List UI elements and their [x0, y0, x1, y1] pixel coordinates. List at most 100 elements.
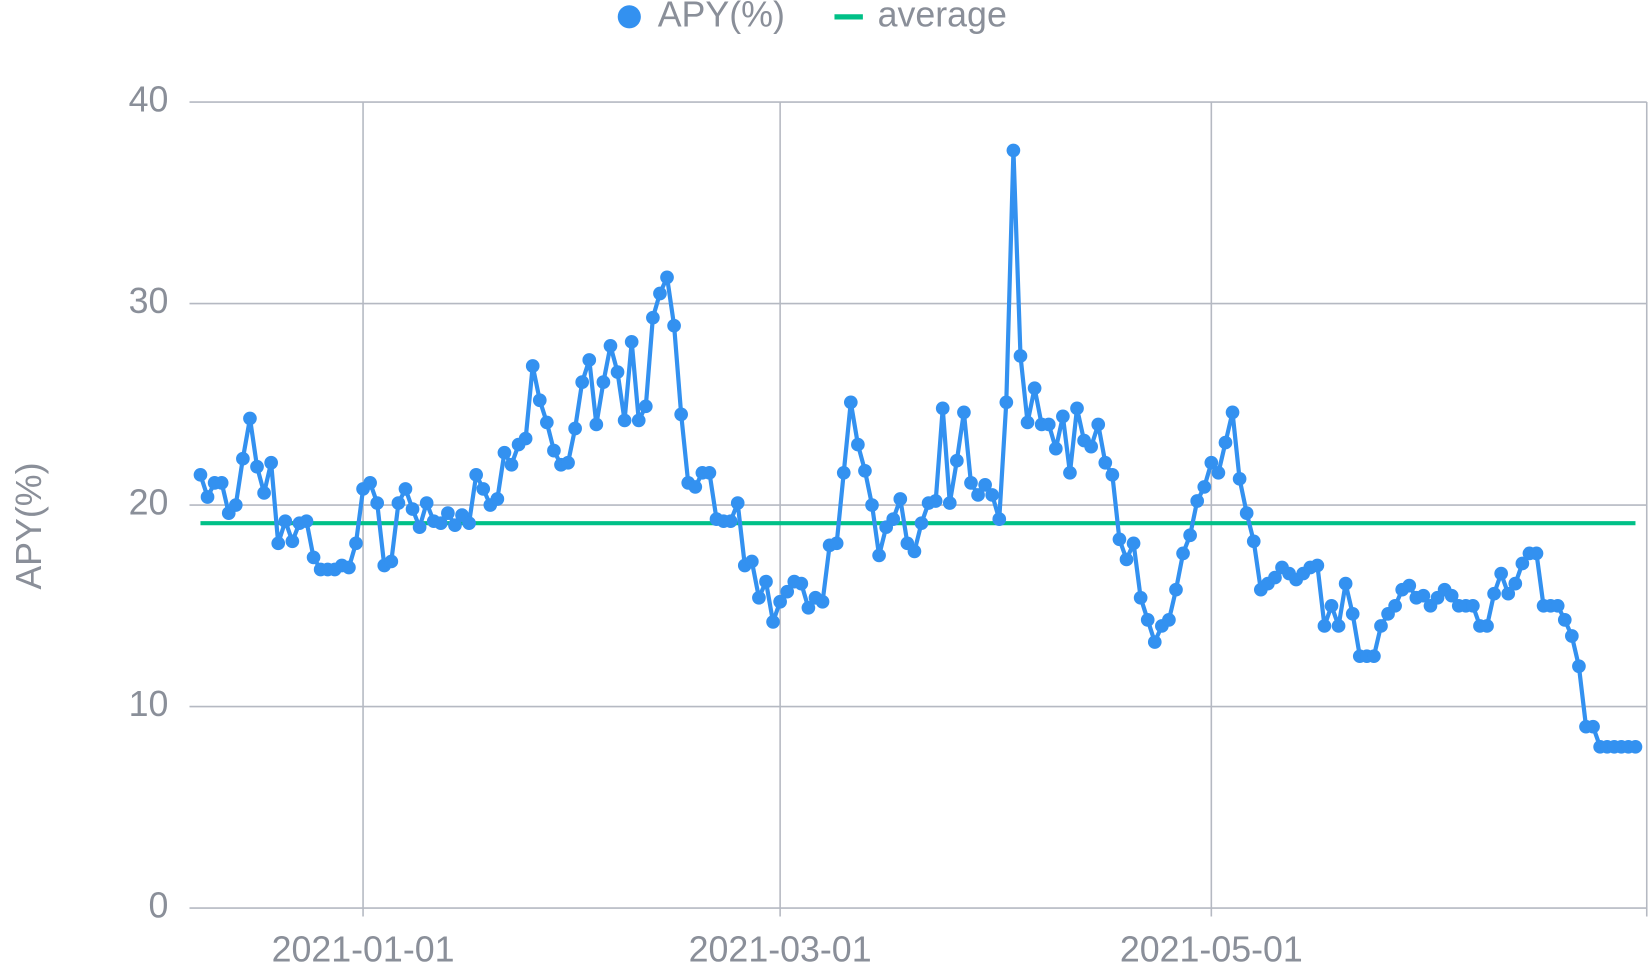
data-point — [1246, 534, 1261, 549]
data-point — [575, 375, 590, 389]
data-point — [1557, 613, 1572, 627]
y-tick-label: 40 — [129, 80, 169, 120]
data-point — [384, 554, 399, 569]
data-point — [1367, 649, 1381, 664]
data-point — [985, 488, 1000, 502]
data-point — [978, 478, 992, 492]
data-point — [1063, 465, 1077, 480]
y-tick-label: 30 — [129, 281, 169, 321]
data-point — [568, 421, 582, 436]
x-tick-label: 2021-01-01 — [272, 930, 455, 968]
data-point — [1112, 532, 1127, 547]
data-point — [419, 496, 434, 510]
data-point — [462, 516, 476, 531]
data-point — [688, 480, 703, 494]
data-point — [1338, 576, 1353, 591]
data-point — [214, 476, 229, 490]
data-point — [1105, 467, 1120, 482]
data-point — [872, 548, 886, 563]
data-point — [1324, 598, 1339, 613]
data-point — [1232, 472, 1247, 486]
data-point — [1006, 143, 1021, 158]
data-point — [836, 465, 851, 480]
data-point — [646, 310, 660, 325]
data-point — [815, 594, 830, 609]
data-point — [1070, 401, 1084, 416]
data-point — [1572, 659, 1586, 674]
data-point — [398, 482, 413, 496]
legend-label: average — [878, 0, 1007, 34]
data-point — [299, 514, 314, 529]
data-point — [1176, 546, 1190, 561]
data-point — [617, 413, 632, 428]
x-tick-label: 2021-05-01 — [1120, 930, 1303, 968]
data-point — [547, 443, 561, 458]
y-axis-title: APY(%) — [9, 462, 49, 589]
data-point — [525, 359, 540, 373]
data-point — [631, 413, 646, 428]
data-point — [200, 490, 215, 504]
series-line — [198, 148, 1636, 749]
data-point — [1183, 528, 1197, 543]
data-point — [193, 467, 208, 482]
data-point — [1487, 586, 1501, 601]
data-point — [589, 417, 604, 432]
data-point — [405, 502, 420, 516]
data-point — [1162, 613, 1176, 627]
data-point — [1013, 349, 1028, 363]
data-point — [1466, 598, 1480, 613]
data-point — [1041, 417, 1056, 432]
data-point — [1197, 480, 1212, 494]
data-point — [1586, 719, 1600, 734]
data-point — [1501, 586, 1516, 601]
data-point — [964, 476, 978, 490]
data-point — [1119, 552, 1134, 567]
data-point — [236, 451, 250, 466]
data-point — [1027, 381, 1042, 396]
data-point — [1098, 455, 1113, 470]
data-point — [1147, 635, 1162, 649]
data-point — [1529, 546, 1544, 561]
data-point — [1565, 629, 1579, 643]
data-point — [518, 431, 533, 446]
data-point — [935, 401, 950, 416]
data-point — [851, 437, 865, 452]
data-point — [723, 514, 738, 529]
data-point — [667, 318, 681, 333]
data-point — [610, 365, 625, 379]
data-point — [228, 498, 243, 512]
data-point — [349, 536, 363, 551]
data-point — [1508, 576, 1523, 591]
data-point — [278, 514, 293, 529]
data-point — [582, 353, 597, 367]
y-tick-label: 0 — [149, 885, 169, 925]
data-point — [342, 560, 356, 575]
legend-marker — [617, 5, 641, 29]
data-point — [957, 405, 971, 420]
data-point — [745, 554, 759, 569]
data-point — [448, 518, 462, 533]
data-point — [1239, 506, 1254, 520]
data-point — [540, 415, 554, 430]
data-point — [843, 395, 858, 410]
data-point — [1056, 409, 1070, 424]
legend-label: APY(%) — [658, 0, 785, 34]
data-point — [1416, 588, 1431, 603]
data-point — [476, 482, 491, 496]
data-point — [433, 516, 448, 531]
data-point — [928, 494, 943, 508]
data-point — [271, 536, 286, 551]
data-point — [1345, 607, 1360, 621]
data-point — [1169, 582, 1183, 597]
y-tick-label: 10 — [129, 684, 169, 724]
data-point — [1317, 619, 1332, 633]
data-point — [561, 455, 575, 470]
data-point — [250, 459, 264, 474]
data-point — [773, 594, 787, 609]
data-point — [730, 496, 745, 510]
data-point — [766, 615, 780, 629]
data-point — [1140, 613, 1155, 627]
data-point — [1444, 588, 1459, 603]
data-point — [596, 375, 611, 389]
data-point — [1268, 570, 1282, 585]
